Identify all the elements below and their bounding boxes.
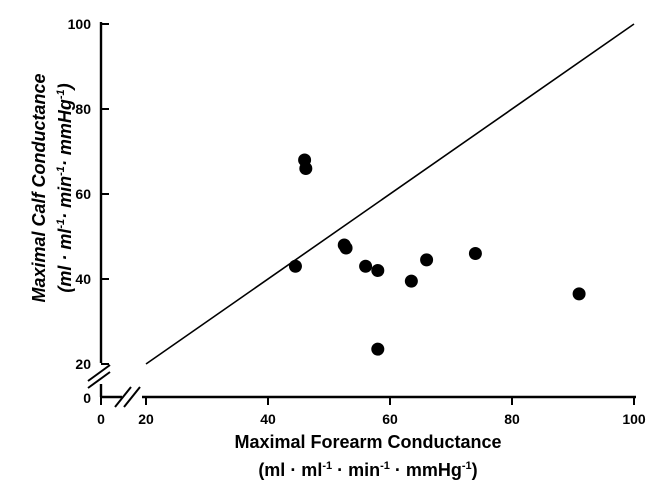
- data-point-9: [420, 253, 434, 267]
- y-axis-title: Maximal Calf Conductance: [29, 73, 49, 302]
- data-point-8: [404, 274, 418, 288]
- x-axis-title: Maximal Forearm Conductance: [234, 432, 501, 452]
- y-axis-units: (ml · ml-1· min-1· mmHg-1): [55, 83, 75, 292]
- y-tick-label-40: 40: [75, 271, 91, 287]
- y-ticks: [101, 23, 109, 365]
- y-axis-units-group: (ml · ml-1· min-1· mmHg-1): [55, 83, 75, 292]
- x-tick-label-40: 40: [260, 411, 276, 427]
- x-axis-break: [114, 386, 141, 408]
- y-tick-label-60: 60: [75, 186, 91, 202]
- y-axis-break: [87, 364, 111, 389]
- data-point-0: [288, 259, 302, 273]
- x-tick-label-0: 0: [97, 411, 105, 427]
- x-ticks: [100, 397, 635, 405]
- x-tick-label-80: 80: [504, 411, 520, 427]
- data-point-5: [359, 259, 373, 273]
- y-tick-label-0: 0: [83, 390, 91, 406]
- x-axis-units: (ml · ml-1 · min-1 · mmHg-1): [258, 460, 477, 480]
- data-points: [288, 153, 586, 356]
- y-tick-label-80: 80: [75, 101, 91, 117]
- y-tick-label-20: 20: [75, 356, 91, 372]
- y-tick-label-100: 100: [68, 16, 92, 32]
- data-point-11: [572, 287, 586, 301]
- data-point-4: [339, 241, 353, 255]
- data-point-6: [371, 264, 385, 277]
- identity-line: [145, 23, 635, 365]
- x-tick-label-100: 100: [622, 411, 646, 427]
- y-axis-title-group: Maximal Calf Conductance: [29, 73, 49, 302]
- x-tick-label-20: 20: [138, 411, 154, 427]
- x-tick-label-60: 60: [382, 411, 398, 427]
- data-point-7: [371, 342, 385, 356]
- data-point-10: [468, 247, 482, 260]
- data-point-2: [299, 162, 313, 175]
